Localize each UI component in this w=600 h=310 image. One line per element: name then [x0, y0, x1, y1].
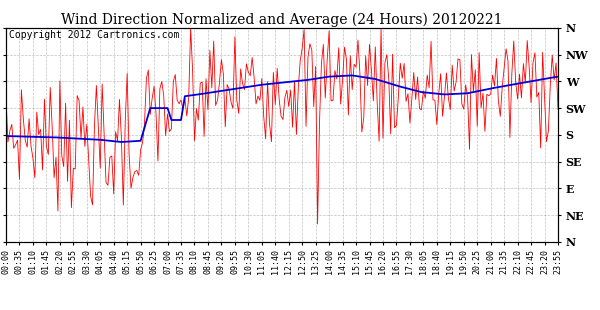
- Title: Wind Direction Normalized and Average (24 Hours) 20120221: Wind Direction Normalized and Average (2…: [61, 12, 503, 27]
- Text: Copyright 2012 Cartronics.com: Copyright 2012 Cartronics.com: [9, 30, 179, 40]
